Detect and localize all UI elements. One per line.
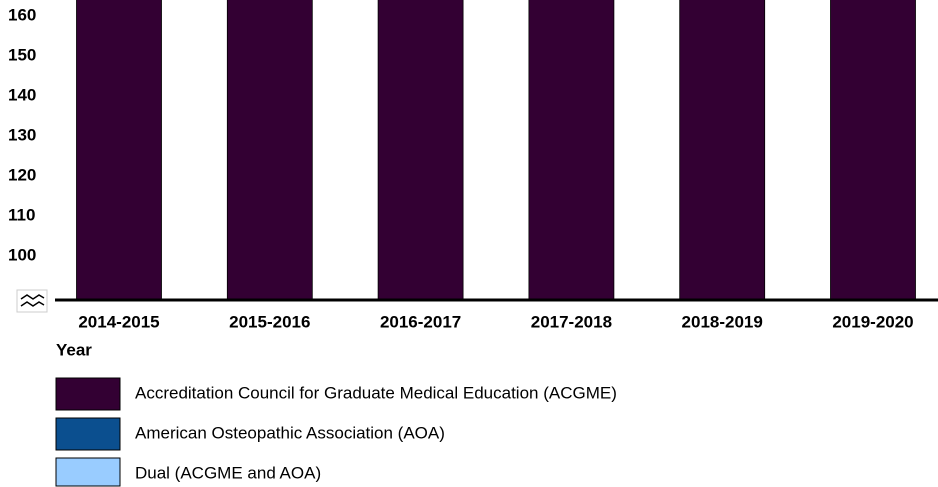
y-tick-label: 110 — [8, 205, 35, 224]
x-tick-label: 2016-2017 — [380, 312, 461, 331]
x-tick-label: 2019-2020 — [832, 312, 913, 331]
legend-swatch — [55, 417, 121, 451]
y-tick-label: 130 — [8, 125, 36, 144]
legend-label: Accreditation Council for Graduate Medic… — [135, 383, 617, 402]
x-tick-label: 2015-2016 — [229, 312, 310, 331]
x-tick-label: 2018-2019 — [682, 312, 763, 331]
legend-swatch — [55, 377, 121, 411]
x-axis-label: Year — [56, 340, 92, 359]
y-tick-label: 100 — [8, 245, 36, 264]
axis-break — [20, 294, 45, 307]
legend-swatch — [55, 457, 121, 487]
bar-segment — [76, 0, 162, 301]
bar-segment — [679, 0, 766, 301]
bar-segment — [226, 0, 313, 301]
y-tick-label: 150 — [8, 45, 36, 64]
x-tick-label: 2014-2015 — [78, 312, 159, 331]
legend-label: Dual (ACGME and AOA) — [135, 463, 321, 482]
y-tick-label: 120 — [8, 165, 36, 184]
y-tick-label: 140 — [8, 85, 36, 104]
axis-break-box — [16, 289, 48, 313]
legend-label: American Osteopathic Association (AOA) — [135, 423, 445, 442]
bar-segment — [377, 0, 464, 301]
y-tick-label: 160 — [8, 5, 36, 24]
x-tick-label: 2017-2018 — [531, 312, 612, 331]
bar-segment — [528, 0, 615, 301]
bar-segment — [830, 0, 916, 301]
